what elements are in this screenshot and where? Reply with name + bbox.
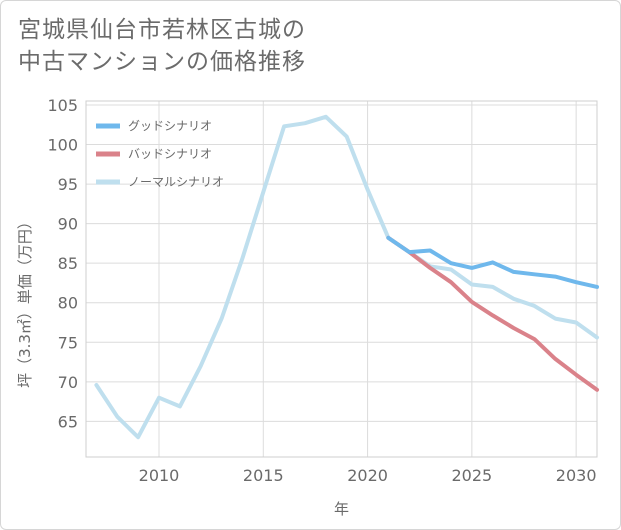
legend-label-0: グッドシナリオ xyxy=(128,119,212,133)
y-tick-label: 65 xyxy=(58,412,78,431)
legend-label-2: ノーマルシナリオ xyxy=(128,175,224,189)
y-tick-label: 80 xyxy=(58,294,78,313)
x-tick-label: 2015 xyxy=(243,466,284,485)
y-axis-label: 坪（3.3㎡）単価（万円） xyxy=(16,214,34,388)
x-tick-label: 2020 xyxy=(347,466,388,485)
series-line-0 xyxy=(386,235,599,289)
series-line-1 xyxy=(386,235,599,392)
y-tick-label: 95 xyxy=(58,175,78,194)
plot-area xyxy=(85,100,598,458)
grid xyxy=(86,101,597,457)
x-tick-label: 2030 xyxy=(556,466,597,485)
x-axis-label: 年 xyxy=(334,500,349,518)
x-axis-ticks: 2010 2015 2020 2025 2030 xyxy=(139,466,597,485)
y-axis-ticks: 65 70 75 80 85 90 95 100 105 xyxy=(47,96,78,431)
series-line-2 xyxy=(94,114,599,440)
x-tick-label: 2010 xyxy=(139,466,180,485)
series-lines xyxy=(94,114,599,440)
x-tick-label: 2025 xyxy=(451,466,492,485)
y-tick-label: 100 xyxy=(47,136,78,155)
y-tick-label: 90 xyxy=(58,215,78,234)
y-tick-label: 75 xyxy=(58,333,78,352)
y-tick-label: 70 xyxy=(58,373,78,392)
chart-title: 宮城県仙台市若林区古城の 中古マンションの価格推移 xyxy=(18,17,306,75)
legend-label-1: バッドシナリオ xyxy=(128,147,212,161)
y-tick-label: 85 xyxy=(58,254,78,273)
y-tick-label: 105 xyxy=(47,96,78,115)
